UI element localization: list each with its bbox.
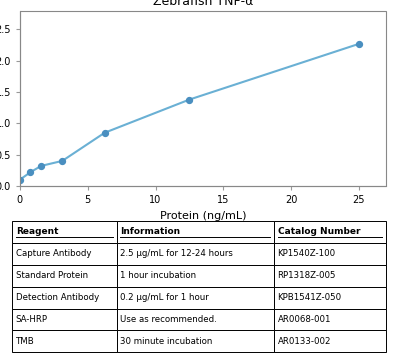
Bar [12,265,117,287]
Bar [274,330,386,352]
Text: RP1318Z-005: RP1318Z-005 [277,271,336,280]
Bar [12,330,117,352]
Text: Reagent: Reagent [16,227,58,236]
Text: Information: Information [121,227,181,236]
Point [17,177,23,183]
Bar [274,309,386,330]
Text: 30 minute incubation: 30 minute incubation [121,337,213,346]
Text: Standard Protein: Standard Protein [16,271,88,280]
Point [59,158,65,164]
Text: Capture Antibody: Capture Antibody [16,249,91,258]
Text: Catalog Number: Catalog Number [277,227,360,236]
Point [186,97,193,103]
Point [38,163,44,169]
Bar [274,287,386,309]
Point [101,130,108,136]
Bar [12,221,117,243]
Text: KPB1541Z-050: KPB1541Z-050 [277,293,342,302]
Bar [12,287,117,309]
Text: Detection Antibody: Detection Antibody [16,293,99,302]
Point [356,41,362,47]
Bar [274,221,386,243]
Bar [12,309,117,330]
Text: Use as recommended.: Use as recommended. [121,315,217,324]
Bar [117,243,274,265]
Bar [117,221,274,243]
Bar [274,265,386,287]
Bar [117,287,274,309]
Text: SA-HRP: SA-HRP [16,315,48,324]
Bar [12,243,117,265]
Text: AR0133-002: AR0133-002 [277,337,331,346]
Title: Zebrafish TNF-α: Zebrafish TNF-α [153,0,253,8]
Text: AR0068-001: AR0068-001 [277,315,331,324]
Text: KP1540Z-100: KP1540Z-100 [277,249,336,258]
Text: 2.5 μg/mL for 12-24 hours: 2.5 μg/mL for 12-24 hours [121,249,233,258]
Point [27,169,34,175]
Text: 0.2 μg/mL for 1 hour: 0.2 μg/mL for 1 hour [121,293,209,302]
X-axis label: Protein (ng/mL): Protein (ng/mL) [160,210,246,220]
Bar [117,265,274,287]
Bar [117,330,274,352]
Text: 1 hour incubation: 1 hour incubation [121,271,197,280]
Text: TMB: TMB [16,337,35,346]
Bar [274,243,386,265]
Bar [117,309,274,330]
